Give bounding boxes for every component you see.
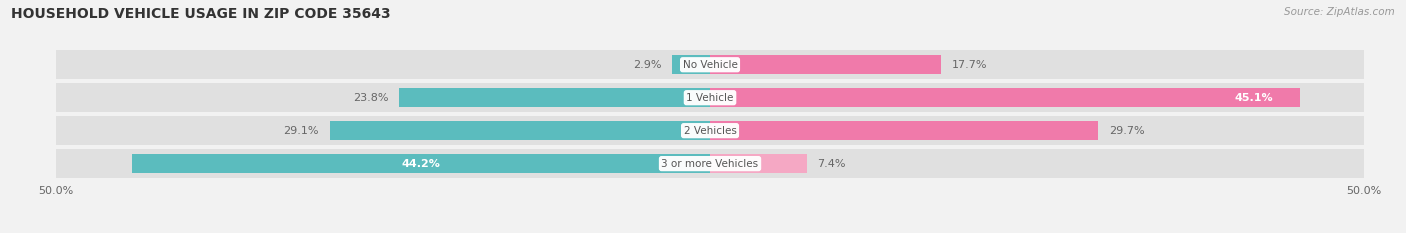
Bar bbox=[56, 116, 1364, 145]
Text: No Vehicle: No Vehicle bbox=[682, 60, 738, 70]
Text: 2.9%: 2.9% bbox=[633, 60, 662, 70]
Text: 3 or more Vehicles: 3 or more Vehicles bbox=[661, 159, 759, 169]
Text: 44.2%: 44.2% bbox=[402, 159, 440, 169]
Bar bbox=[56, 83, 1364, 112]
Text: 1 Vehicle: 1 Vehicle bbox=[686, 93, 734, 103]
Text: 29.1%: 29.1% bbox=[284, 126, 319, 136]
Bar bbox=[710, 121, 1098, 140]
Text: 45.1%: 45.1% bbox=[1234, 93, 1274, 103]
Bar bbox=[399, 88, 710, 107]
Bar bbox=[710, 55, 942, 74]
Text: HOUSEHOLD VEHICLE USAGE IN ZIP CODE 35643: HOUSEHOLD VEHICLE USAGE IN ZIP CODE 3564… bbox=[11, 7, 391, 21]
Bar bbox=[710, 154, 807, 173]
Text: Source: ZipAtlas.com: Source: ZipAtlas.com bbox=[1284, 7, 1395, 17]
Bar bbox=[710, 88, 1299, 107]
Bar bbox=[132, 154, 710, 173]
Text: 23.8%: 23.8% bbox=[353, 93, 388, 103]
Text: 17.7%: 17.7% bbox=[952, 60, 987, 70]
Bar bbox=[56, 149, 1364, 178]
Text: 29.7%: 29.7% bbox=[1109, 126, 1144, 136]
Bar bbox=[56, 50, 1364, 79]
Text: 2 Vehicles: 2 Vehicles bbox=[683, 126, 737, 136]
Bar bbox=[329, 121, 710, 140]
Bar bbox=[672, 55, 710, 74]
Text: 7.4%: 7.4% bbox=[817, 159, 846, 169]
